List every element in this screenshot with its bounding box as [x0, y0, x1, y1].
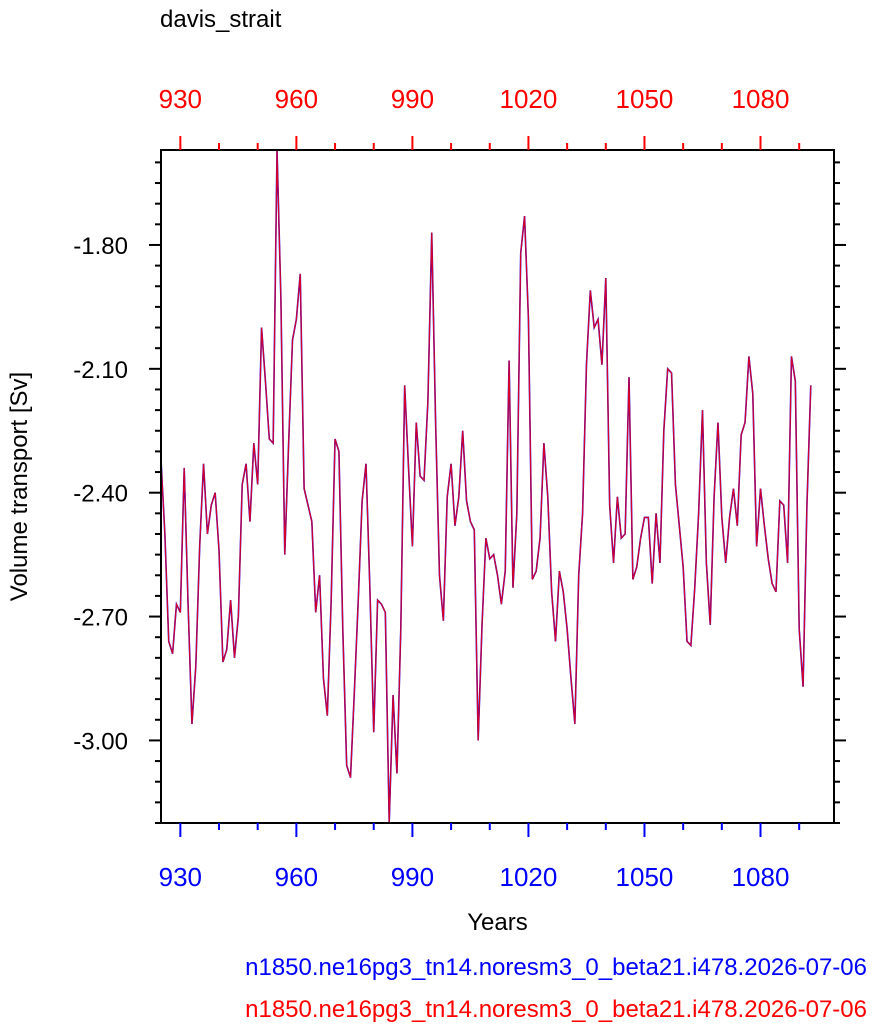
legend-entry-red: n1850.ne16pg3_tn14.noresm3_0_beta21.i478… — [245, 996, 867, 1023]
x-tick-label-top: 990 — [391, 84, 434, 114]
x-tick-label-bottom: 930 — [159, 862, 202, 892]
x-tick-label-top: 930 — [159, 84, 202, 114]
y-axis-label: Volume transport [Sv] — [6, 372, 33, 601]
chart-title: davis_strait — [160, 6, 282, 33]
y-axis: -1.80 -2.10 -2.40 -2.70 -3.00 — [73, 161, 846, 824]
series-line-blue — [160, 149, 812, 824]
plot-frame — [160, 149, 835, 824]
x-tick-label-bottom: 960 — [275, 862, 318, 892]
x-tick-label-bottom: 1020 — [500, 862, 558, 892]
y-tick-label: -2.70 — [73, 605, 128, 632]
legend-entry-blue: n1850.ne16pg3_tn14.noresm3_0_beta21.i478… — [245, 954, 867, 981]
x-tick-label-bottom: 990 — [391, 862, 434, 892]
x-tick-label-top: 1020 — [500, 84, 558, 114]
x-tick-label-bottom: 1050 — [616, 862, 674, 892]
x-tick-label-top: 1050 — [616, 84, 674, 114]
y-tick-label: -2.10 — [73, 357, 128, 384]
plot-lines — [160, 149, 812, 824]
series-line-red — [160, 149, 812, 824]
y-tick-label: -3.00 — [73, 728, 128, 755]
y-tick-label: -1.80 — [73, 233, 128, 260]
x-axis-label: Years — [467, 909, 528, 936]
x-tick-label-bottom: 1080 — [732, 862, 790, 892]
y-tick-label: -2.40 — [73, 481, 128, 508]
x-tick-label-top: 960 — [275, 84, 318, 114]
x-tick-label-top: 1080 — [732, 84, 790, 114]
x-axis-bottom: 930 960 990 1020 1050 1080 — [159, 823, 801, 892]
x-axis-top: 930 960 990 1020 1050 1080 — [159, 84, 801, 150]
